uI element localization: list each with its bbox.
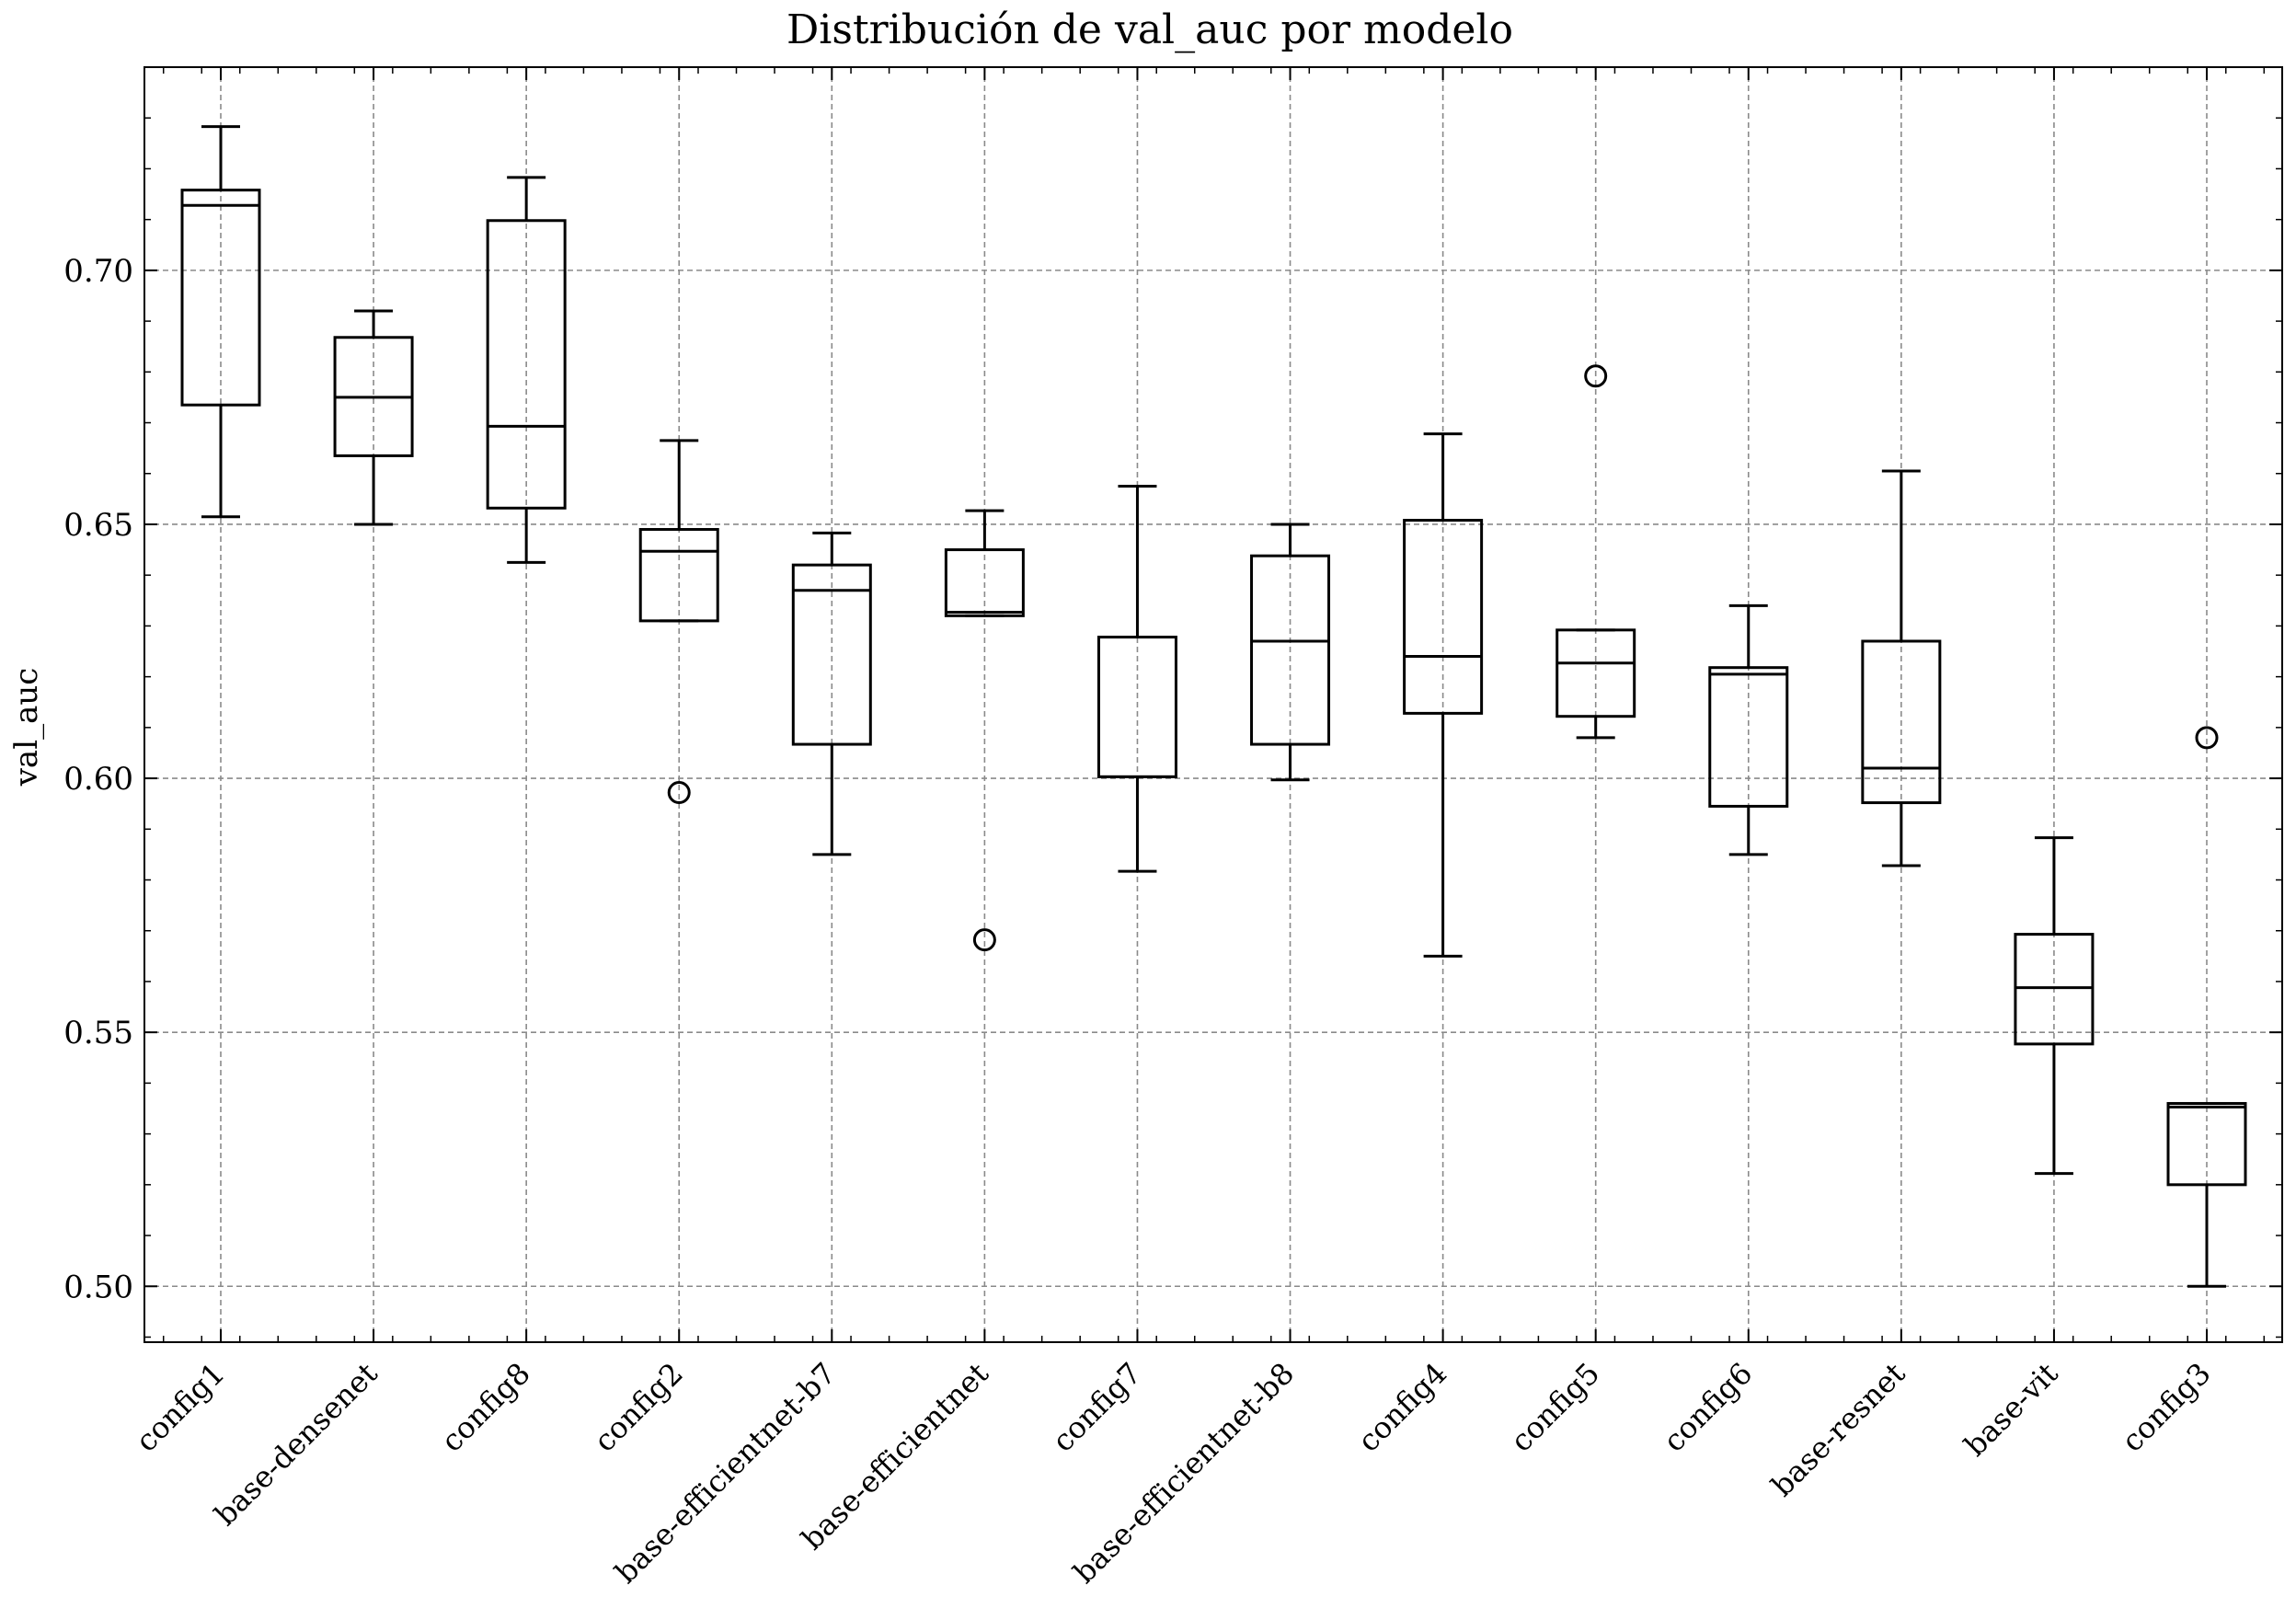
x-tick-label: config5 bbox=[1504, 1356, 1607, 1459]
iqr-box bbox=[1556, 628, 1636, 718]
chart-title: Distribución de val_auc por modelo bbox=[786, 6, 1513, 53]
x-tick-label: base-densenet bbox=[208, 1356, 385, 1533]
x-tick-label: config3 bbox=[2115, 1356, 2218, 1459]
x-tick-label: config2 bbox=[587, 1356, 690, 1459]
box-config6 bbox=[1708, 603, 1789, 856]
box-config8 bbox=[486, 176, 567, 564]
box-base-efficientnet bbox=[944, 509, 1025, 952]
y-tick-label: 0.55 bbox=[63, 1015, 133, 1051]
box-config1 bbox=[180, 125, 261, 519]
iqr-box bbox=[486, 219, 567, 510]
y-tick-label: 0.60 bbox=[63, 761, 133, 798]
x-tick-label: base-vit bbox=[1957, 1356, 2065, 1464]
iqr-box bbox=[1250, 554, 1331, 746]
box-group bbox=[180, 125, 2247, 1288]
x-tick-label: config1 bbox=[129, 1356, 232, 1459]
iqr-box bbox=[2166, 1101, 2247, 1187]
box-base-efficientnet-b8 bbox=[1250, 523, 1331, 782]
y-tick-label: 0.50 bbox=[63, 1269, 133, 1305]
y-axis-label: val_auc bbox=[8, 668, 45, 787]
outlier-point bbox=[667, 781, 691, 805]
x-tick-label: config8 bbox=[434, 1356, 537, 1459]
box-config3 bbox=[2166, 726, 2247, 1288]
outlier-point bbox=[2195, 726, 2219, 750]
iqr-box bbox=[1708, 666, 1789, 808]
grid-lines bbox=[144, 67, 2282, 1342]
minor-ticks bbox=[144, 66, 2282, 1342]
box-base-densenet bbox=[333, 309, 414, 526]
iqr-box bbox=[1861, 639, 1942, 805]
iqr-box bbox=[638, 527, 719, 623]
y-tick-label: 0.70 bbox=[63, 253, 133, 290]
outlier-point bbox=[972, 928, 996, 952]
iqr-box bbox=[1403, 519, 1484, 715]
iqr-box bbox=[2014, 933, 2095, 1046]
box-base-vit bbox=[2014, 836, 2095, 1176]
box-config5 bbox=[1556, 364, 1636, 740]
iqr-box bbox=[944, 548, 1025, 617]
plot-frame bbox=[144, 66, 2283, 1343]
iqr-box bbox=[180, 189, 261, 407]
x-tick-label: config6 bbox=[1657, 1356, 1760, 1459]
y-tick-label: 0.65 bbox=[63, 507, 133, 544]
box-base-efficientnet-b7 bbox=[791, 531, 872, 856]
y-ticks: 0.50 0.55 0.60 0.65 0.70 bbox=[63, 253, 2282, 1305]
x-tick-label: base-resnet bbox=[1764, 1356, 1911, 1503]
x-tick-label: config4 bbox=[1351, 1356, 1454, 1459]
box-config4 bbox=[1403, 432, 1484, 958]
box-config2 bbox=[638, 439, 719, 805]
iqr-box bbox=[791, 563, 872, 746]
outlier-point bbox=[1584, 364, 1608, 388]
x-tick-label: config7 bbox=[1045, 1356, 1148, 1459]
box-base-resnet bbox=[1861, 469, 1942, 867]
box-config7 bbox=[1096, 485, 1177, 873]
